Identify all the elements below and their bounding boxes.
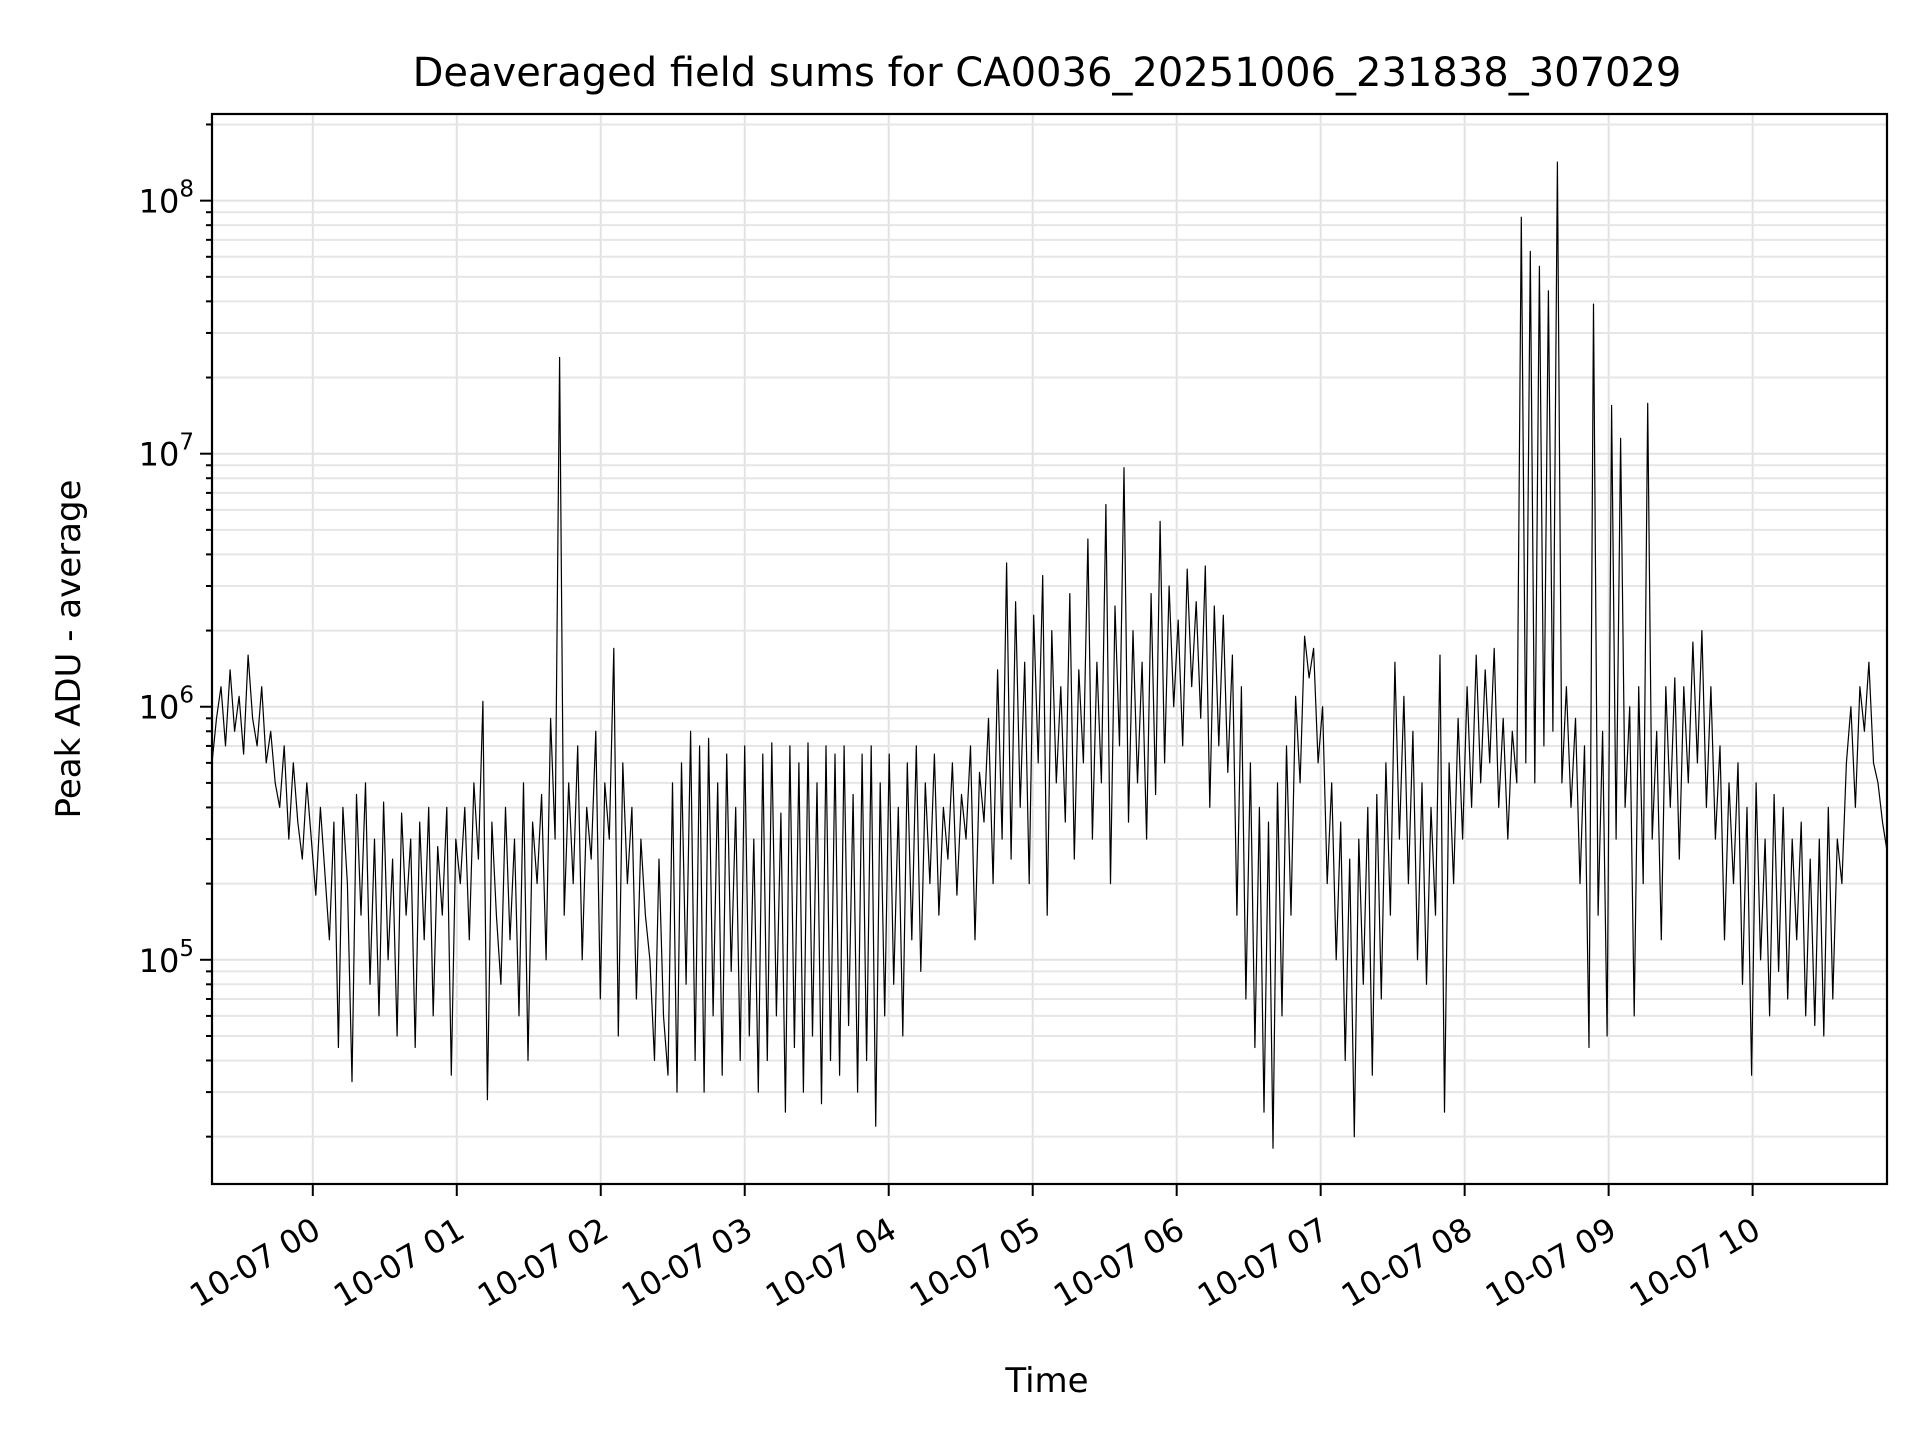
grid	[212, 114, 1887, 1184]
y-tick-label: 107	[139, 430, 194, 474]
y-tick-base: 10	[139, 436, 180, 474]
x-tick-label: 10-07 04	[759, 1210, 903, 1315]
y-tick-label: 106	[139, 683, 194, 727]
chart-title: Deaveraged field sums for CA0036_2025100…	[413, 50, 1682, 96]
y-tick-exponent: 6	[179, 683, 194, 709]
y-tick-base: 10	[139, 689, 180, 727]
y-tick-label: 105	[139, 936, 194, 980]
x-tick-label: 10-07 09	[1479, 1210, 1623, 1315]
x-tick-label: 10-07 06	[1047, 1210, 1191, 1315]
y-tick-label: 108	[139, 177, 194, 221]
x-tick-label: 10-07 07	[1191, 1210, 1335, 1315]
x-tick-label: 10-07 00	[183, 1210, 327, 1315]
y-tick-exponent: 5	[179, 936, 194, 962]
y-tick-base: 10	[139, 942, 180, 980]
x-tick-label: 10-07 02	[471, 1210, 615, 1315]
y-axis-label: Peak ADU - average	[49, 480, 89, 819]
plot-frame	[210, 112, 1889, 1186]
y-tick-exponent: 8	[179, 177, 194, 203]
y-tick-exponent: 7	[179, 430, 194, 456]
x-tick-label: 10-07 10	[1623, 1210, 1767, 1315]
x-tick-label: 10-07 05	[903, 1210, 1047, 1315]
series-line	[211, 161, 1888, 1149]
x-axis-label: Time	[1004, 1361, 1088, 1401]
x-tick-label: 10-07 03	[615, 1210, 759, 1315]
x-tick-label: 10-07 08	[1335, 1210, 1479, 1315]
x-axis: 10-07 00 10-07 01 10-07 02 10-07 03 10-07 04…	[183, 1184, 1767, 1315]
y-tick-base: 10	[139, 183, 180, 221]
x-tick-label: 10-07 01	[327, 1210, 471, 1315]
